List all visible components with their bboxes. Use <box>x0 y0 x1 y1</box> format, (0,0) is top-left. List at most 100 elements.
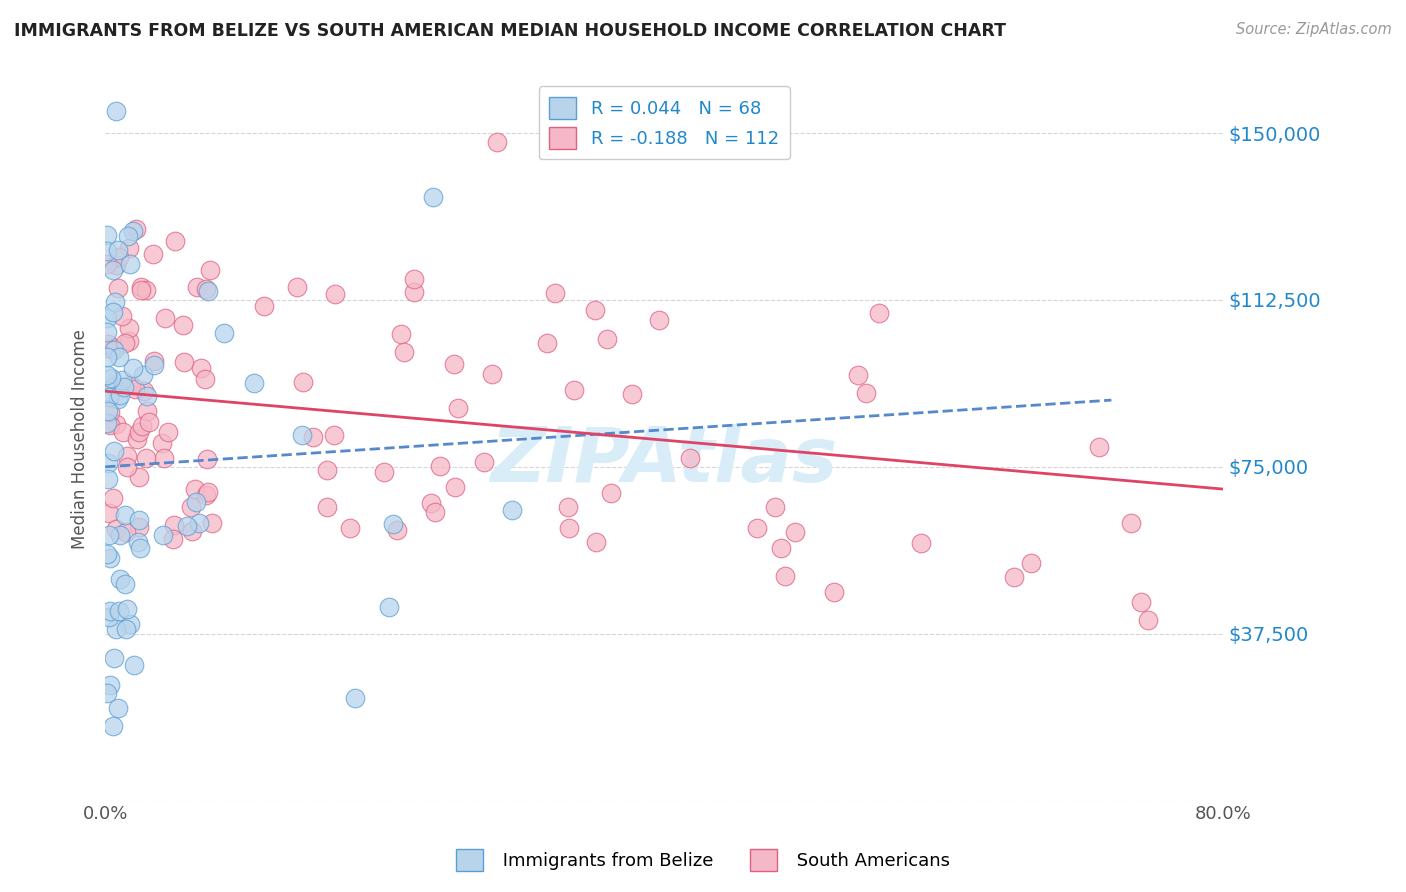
Point <box>117 602 139 616</box>
Point <box>97 610 120 624</box>
Point <box>96 368 118 382</box>
Point <box>103 343 125 357</box>
Point <box>96 686 118 700</box>
Point <box>111 374 134 388</box>
Point <box>846 368 869 382</box>
Point <box>176 519 198 533</box>
Point <box>422 190 444 204</box>
Point <box>823 585 845 599</box>
Point <box>97 527 120 541</box>
Point <box>96 325 118 339</box>
Point <box>114 508 136 522</box>
Point <box>596 332 619 346</box>
Point <box>429 458 451 473</box>
Point <box>194 372 217 386</box>
Text: Source: ZipAtlas.com: Source: ZipAtlas.com <box>1236 22 1392 37</box>
Point <box>108 528 131 542</box>
Point <box>783 525 806 540</box>
Point <box>129 280 152 294</box>
Point <box>163 517 186 532</box>
Point <box>443 357 465 371</box>
Point <box>173 355 195 369</box>
Point <box>291 375 314 389</box>
Point <box>132 384 155 398</box>
Point <box>180 524 202 538</box>
Point <box>143 354 166 368</box>
Point <box>114 336 136 351</box>
Point <box>104 522 127 536</box>
Point <box>132 368 155 382</box>
Point <box>323 427 346 442</box>
Legend: R = 0.044   N = 68, R = -0.188   N = 112: R = 0.044 N = 68, R = -0.188 N = 112 <box>538 87 790 160</box>
Point <box>600 485 623 500</box>
Point <box>152 528 174 542</box>
Point <box>536 335 558 350</box>
Text: IMMIGRANTS FROM BELIZE VS SOUTH AMERICAN MEDIAN HOUSEHOLD INCOME CORRELATION CHA: IMMIGRANTS FROM BELIZE VS SOUTH AMERICAN… <box>14 22 1007 40</box>
Point <box>1137 613 1160 627</box>
Point <box>129 541 152 555</box>
Point <box>114 524 136 539</box>
Point <box>382 516 405 531</box>
Point <box>96 416 118 430</box>
Text: ZIPAtlas: ZIPAtlas <box>491 424 838 498</box>
Point <box>100 371 122 385</box>
Point <box>201 516 224 530</box>
Point <box>481 367 503 381</box>
Point <box>323 287 346 301</box>
Point <box>104 622 127 636</box>
Point <box>868 306 890 320</box>
Point <box>394 345 416 359</box>
Point <box>150 435 173 450</box>
Point <box>162 533 184 547</box>
Point <box>135 283 157 297</box>
Point <box>108 388 131 402</box>
Point <box>910 536 932 550</box>
Point <box>1019 556 1042 570</box>
Point <box>96 384 118 398</box>
Point <box>472 455 495 469</box>
Point <box>117 449 139 463</box>
Point <box>316 500 339 514</box>
Point <box>212 326 235 341</box>
Point <box>107 281 129 295</box>
Point <box>195 452 218 467</box>
Point <box>485 135 508 149</box>
Point <box>197 285 219 299</box>
Point <box>118 321 141 335</box>
Point <box>107 244 129 258</box>
Point <box>105 103 128 118</box>
Point <box>243 376 266 390</box>
Point <box>128 425 150 440</box>
Point <box>773 569 796 583</box>
Point <box>96 244 118 258</box>
Point <box>153 451 176 466</box>
Point <box>562 383 585 397</box>
Point <box>195 282 218 296</box>
Point <box>103 650 125 665</box>
Point <box>156 425 179 439</box>
Point <box>105 258 128 272</box>
Point <box>302 430 325 444</box>
Point <box>97 337 120 351</box>
Point <box>1119 516 1142 530</box>
Point <box>190 360 212 375</box>
Point <box>115 623 138 637</box>
Point <box>128 470 150 484</box>
Point <box>557 500 579 514</box>
Point <box>118 257 141 271</box>
Point <box>131 419 153 434</box>
Point <box>285 279 308 293</box>
Point <box>127 535 149 549</box>
Point <box>98 604 121 618</box>
Point <box>186 280 208 294</box>
Point <box>98 417 121 432</box>
Point <box>107 350 129 364</box>
Point <box>118 334 141 348</box>
Point <box>621 386 644 401</box>
Point <box>103 443 125 458</box>
Point <box>120 617 142 632</box>
Point <box>96 547 118 561</box>
Point <box>96 227 118 242</box>
Point <box>163 234 186 248</box>
Point <box>135 451 157 466</box>
